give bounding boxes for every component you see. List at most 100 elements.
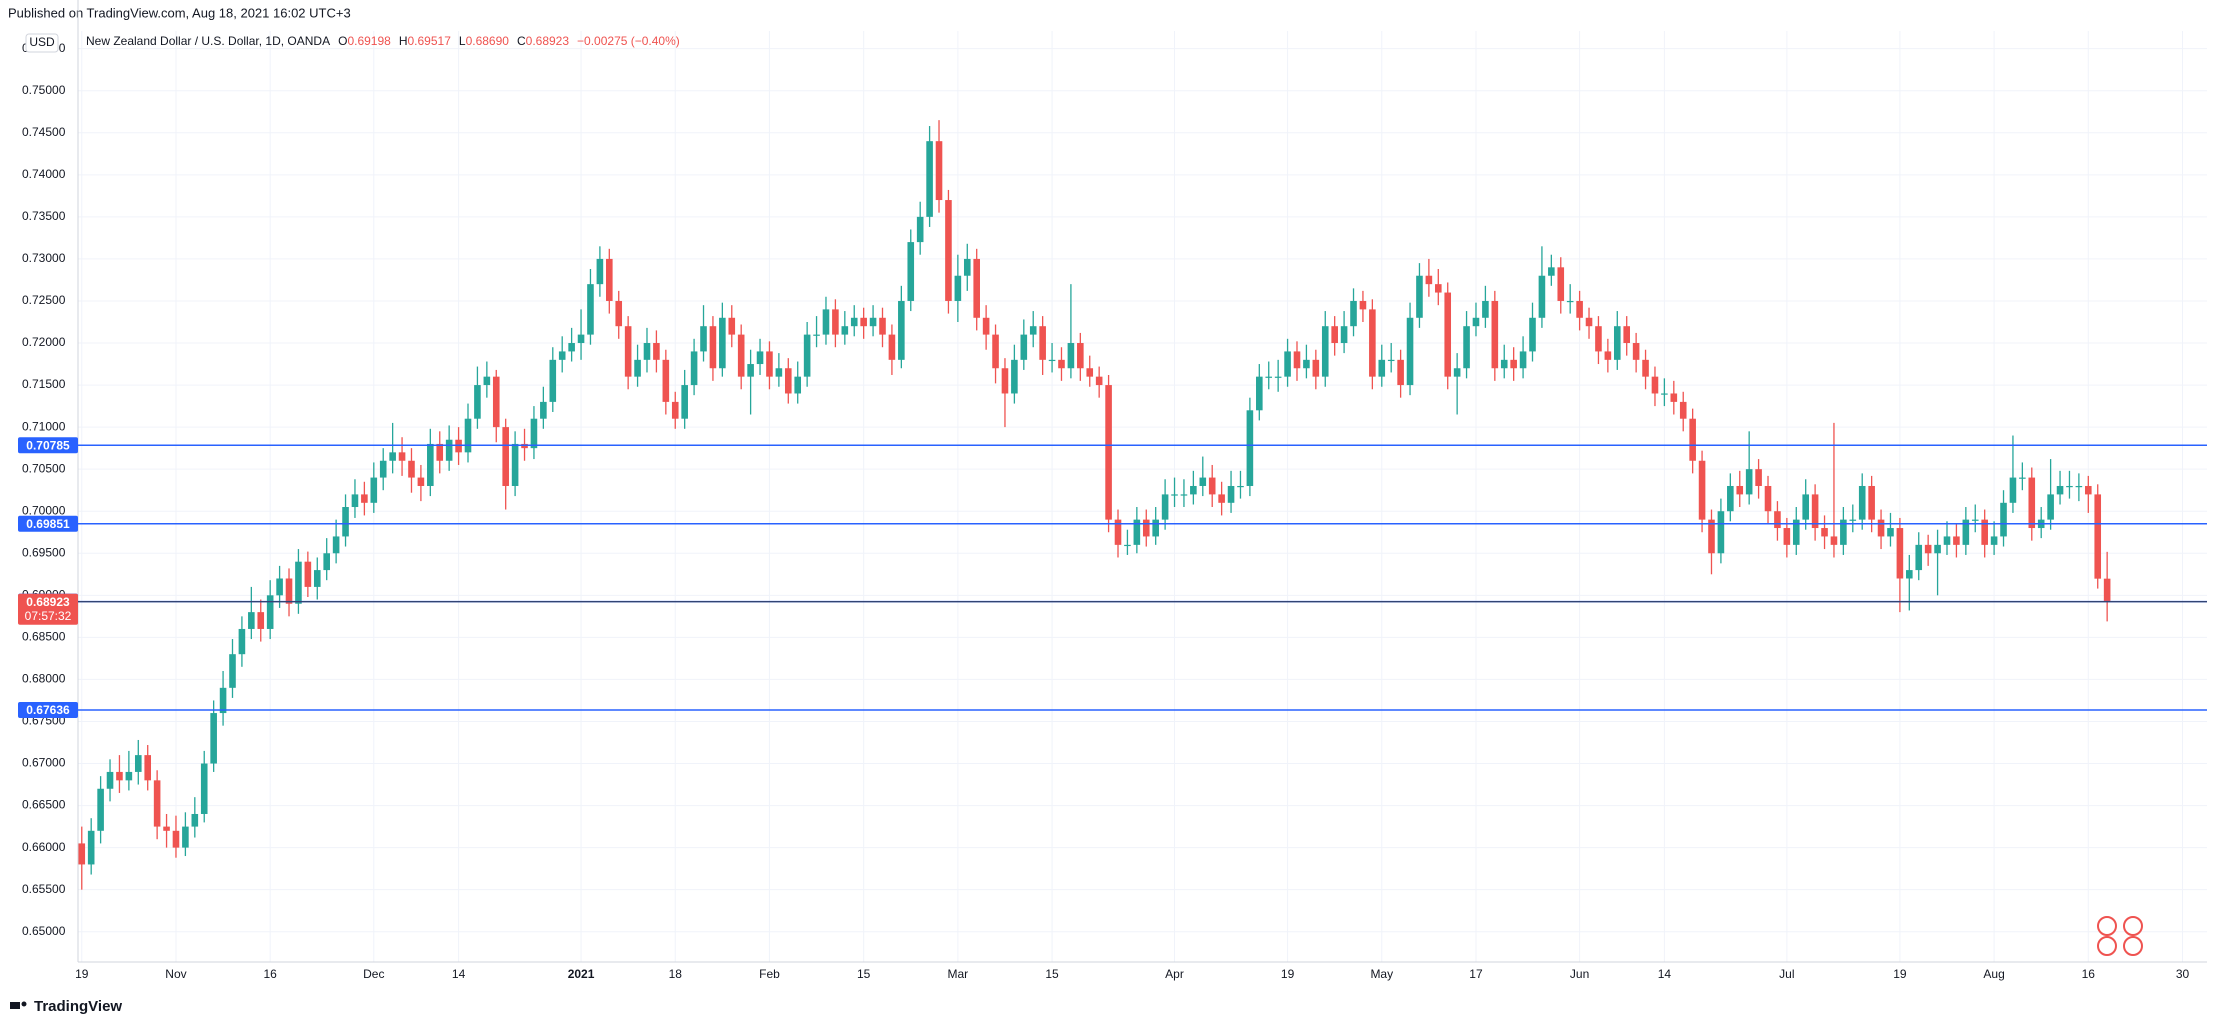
candle-body [483,376,491,386]
price-label: 0.70785 [26,438,70,452]
currency-badge [25,33,59,53]
candle-body [1284,351,1291,377]
candle-body [653,343,660,360]
footer-brand: TradingView [34,998,122,1015]
candle-body [97,788,104,831]
candle-body [1802,494,1809,520]
candle-body [238,628,246,655]
event-icon [2097,936,2117,956]
candle-body [398,452,406,461]
candle-body [671,401,679,419]
candle-body [248,612,255,629]
candle-body [1670,393,1678,402]
x-tick-label: Jun [1570,967,1589,981]
y-tick-label: 0.72000 [22,335,66,349]
candle-body [1849,519,1857,521]
candle-body [1934,544,1941,554]
candle-body [200,763,208,814]
candle-body [1114,519,1122,545]
candle-body [1340,326,1348,344]
x-tick-label: 18 [669,967,683,981]
candle-body [888,334,896,360]
y-tick-label: 0.65000 [22,924,66,938]
candle-body [1642,359,1649,377]
candle-body [210,713,217,764]
candle-body [662,359,670,402]
candle-body [1142,519,1150,537]
candle-body [436,443,444,461]
candle-body [134,755,142,772]
candle-body [2094,494,2102,579]
candle-body [1293,351,1301,369]
candle-body [1566,300,1574,303]
price-label: 0.67636 [26,703,70,717]
candle-body [728,317,736,335]
candle-body [1256,376,1263,411]
candle-body [257,612,265,629]
candle-body [1190,485,1197,495]
candle-body [954,275,962,301]
candle-body [1105,385,1112,520]
candle-body [1303,359,1310,369]
y-tick-label: 0.70000 [22,503,66,517]
candle-body [266,595,274,629]
candle-body [474,385,481,419]
candle-body [1265,376,1273,378]
candle-body [1698,460,1706,520]
candle-body [125,771,133,781]
candle-body [1152,519,1159,537]
candle-body [1783,528,1791,545]
candle-body [1840,519,1847,545]
currency-label: USD [29,35,55,49]
candle-body [1519,351,1527,369]
candle-body [295,561,302,604]
candle-body [342,507,349,537]
candle-body [737,334,745,377]
candle-body [116,771,123,781]
candle-body [285,578,293,604]
x-tick-label: Mar [948,967,969,981]
footer-logo: TradingView [10,998,122,1015]
x-tick-label: Dec [363,967,384,981]
candle-body [1039,326,1046,360]
candle-body [756,351,764,365]
candle-body [1736,485,1744,495]
candle-body [794,376,802,394]
candle-body [1623,326,1631,344]
candle-body [1576,300,1583,318]
candle-body [1058,359,1065,369]
candle-body [1397,359,1404,386]
legend-c: 0.68923 [526,34,570,48]
candle-body [1124,544,1131,547]
candle-body [2047,494,2054,520]
candle-body [1613,326,1621,360]
candle-body [370,477,378,503]
candle-body [1792,519,1800,545]
y-tick-label: 0.69500 [22,545,66,559]
candle-body [1745,469,1753,495]
x-tick-label: 16 [2082,967,2096,981]
y-tick-label: 0.73000 [22,251,66,265]
x-tick-label: 16 [263,967,277,981]
y-tick-label: 0.72500 [22,293,66,307]
candle-body [492,376,500,428]
candle-body [775,368,783,377]
candle-body [172,830,180,848]
candle-body [624,326,632,377]
candle-body [606,258,613,301]
candle-body [1199,477,1207,486]
candle-body [1924,544,1932,554]
candle-body [1868,485,1875,520]
candle-body [926,141,933,217]
y-tick-label: 0.66500 [22,798,66,812]
candle-body [1585,317,1593,327]
candle-body [916,216,924,243]
candle-body [1548,267,1555,276]
candle-body [1953,536,1960,545]
candle-body [1651,376,1659,394]
candle-body [2028,477,2036,529]
event-icons [2097,916,2143,956]
x-tick-label: 19 [1893,967,1907,981]
legend-o-label: O [338,34,347,48]
